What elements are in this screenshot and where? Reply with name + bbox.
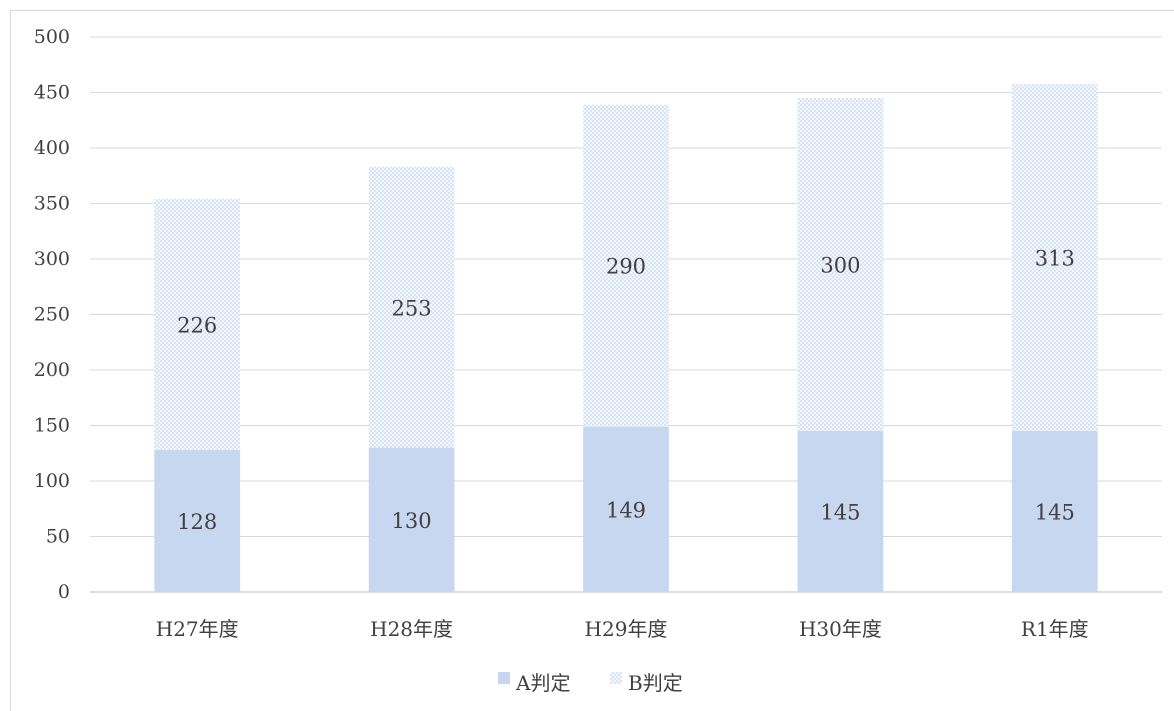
legend-swatch — [498, 672, 510, 684]
bar-segment-b — [797, 98, 884, 432]
bar-segment-a — [154, 449, 241, 592]
data-label: 145 — [820, 501, 860, 525]
y-tick-label: 50 — [46, 526, 70, 548]
x-category-label: H29年度 — [585, 617, 668, 641]
data-label: 253 — [392, 296, 432, 320]
bar-segment-b — [368, 166, 455, 448]
y-tick-label: 250 — [34, 304, 70, 326]
y-tick-label: 150 — [34, 415, 70, 437]
data-label: 313 — [1035, 246, 1075, 270]
bar-segment-b — [583, 104, 669, 427]
bar-segment-b — [1011, 83, 1098, 432]
y-axis-tick-labels: 0 50 100 150 200 250 300 350 400 450 500 — [34, 26, 70, 603]
y-tick-label: 500 — [34, 26, 70, 48]
y-tick-label: 400 — [34, 137, 70, 159]
bar-segment-a — [368, 447, 455, 592]
legend-swatch — [610, 672, 622, 684]
legend: A判定 B判定 — [498, 671, 683, 695]
y-tick-label: 100 — [34, 470, 70, 492]
bar-segment-a — [797, 431, 884, 592]
legend-label: B判定 — [628, 671, 683, 695]
bar-segment-b — [154, 199, 241, 450]
y-tick-label: 200 — [34, 359, 70, 381]
y-tick-label: 300 — [34, 248, 70, 270]
x-category-label: H27年度 — [156, 617, 239, 641]
bar-segment-a — [583, 426, 669, 592]
bars — [154, 83, 1098, 592]
data-label: 226 — [177, 313, 217, 337]
y-tick-label: 450 — [34, 82, 70, 104]
data-label: 149 — [606, 498, 646, 522]
y-tick-label: 0 — [58, 581, 70, 603]
x-category-label: H30年度 — [799, 617, 882, 641]
data-label: 130 — [392, 509, 432, 533]
y-tick-label: 350 — [34, 193, 70, 215]
data-label: 290 — [606, 255, 646, 279]
data-label: 300 — [820, 254, 860, 278]
data-label: 145 — [1035, 501, 1075, 525]
bar-segment-a — [1011, 431, 1098, 592]
x-axis-category-labels: H27年度 H28年度 H29年度 H30年度 R1年度 — [156, 617, 1089, 641]
x-category-label: R1年度 — [1021, 617, 1089, 641]
data-labels: 128 226 130 253 149 290 145 300 145 313 — [177, 246, 1075, 534]
x-category-label: H28年度 — [370, 617, 453, 641]
data-label: 128 — [177, 510, 217, 534]
legend-label: A判定 — [515, 671, 570, 695]
